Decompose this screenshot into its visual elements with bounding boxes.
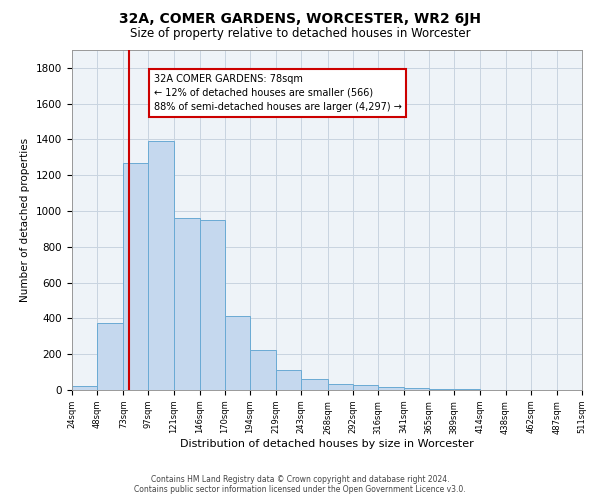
Bar — [225, 316, 250, 390]
Bar — [429, 389, 454, 390]
Bar — [72, 386, 97, 390]
Bar — [378, 388, 404, 390]
Bar — [301, 380, 328, 390]
Y-axis label: Number of detached properties: Number of detached properties — [20, 138, 31, 302]
Bar — [97, 323, 124, 390]
Text: Size of property relative to detached houses in Worcester: Size of property relative to detached ho… — [130, 28, 470, 40]
Bar — [124, 162, 148, 390]
Bar — [328, 384, 353, 390]
Bar — [173, 218, 200, 390]
Bar — [148, 142, 173, 390]
Bar — [250, 350, 276, 390]
Bar — [276, 370, 301, 390]
Text: 32A, COMER GARDENS, WORCESTER, WR2 6JH: 32A, COMER GARDENS, WORCESTER, WR2 6JH — [119, 12, 481, 26]
Bar — [454, 389, 481, 390]
Bar — [200, 220, 225, 390]
Bar — [404, 388, 429, 390]
Text: 32A COMER GARDENS: 78sqm
← 12% of detached houses are smaller (566)
88% of semi-: 32A COMER GARDENS: 78sqm ← 12% of detach… — [154, 74, 401, 112]
Bar — [353, 384, 378, 390]
Text: Contains HM Land Registry data © Crown copyright and database right 2024.
Contai: Contains HM Land Registry data © Crown c… — [134, 474, 466, 494]
X-axis label: Distribution of detached houses by size in Worcester: Distribution of detached houses by size … — [180, 439, 474, 449]
